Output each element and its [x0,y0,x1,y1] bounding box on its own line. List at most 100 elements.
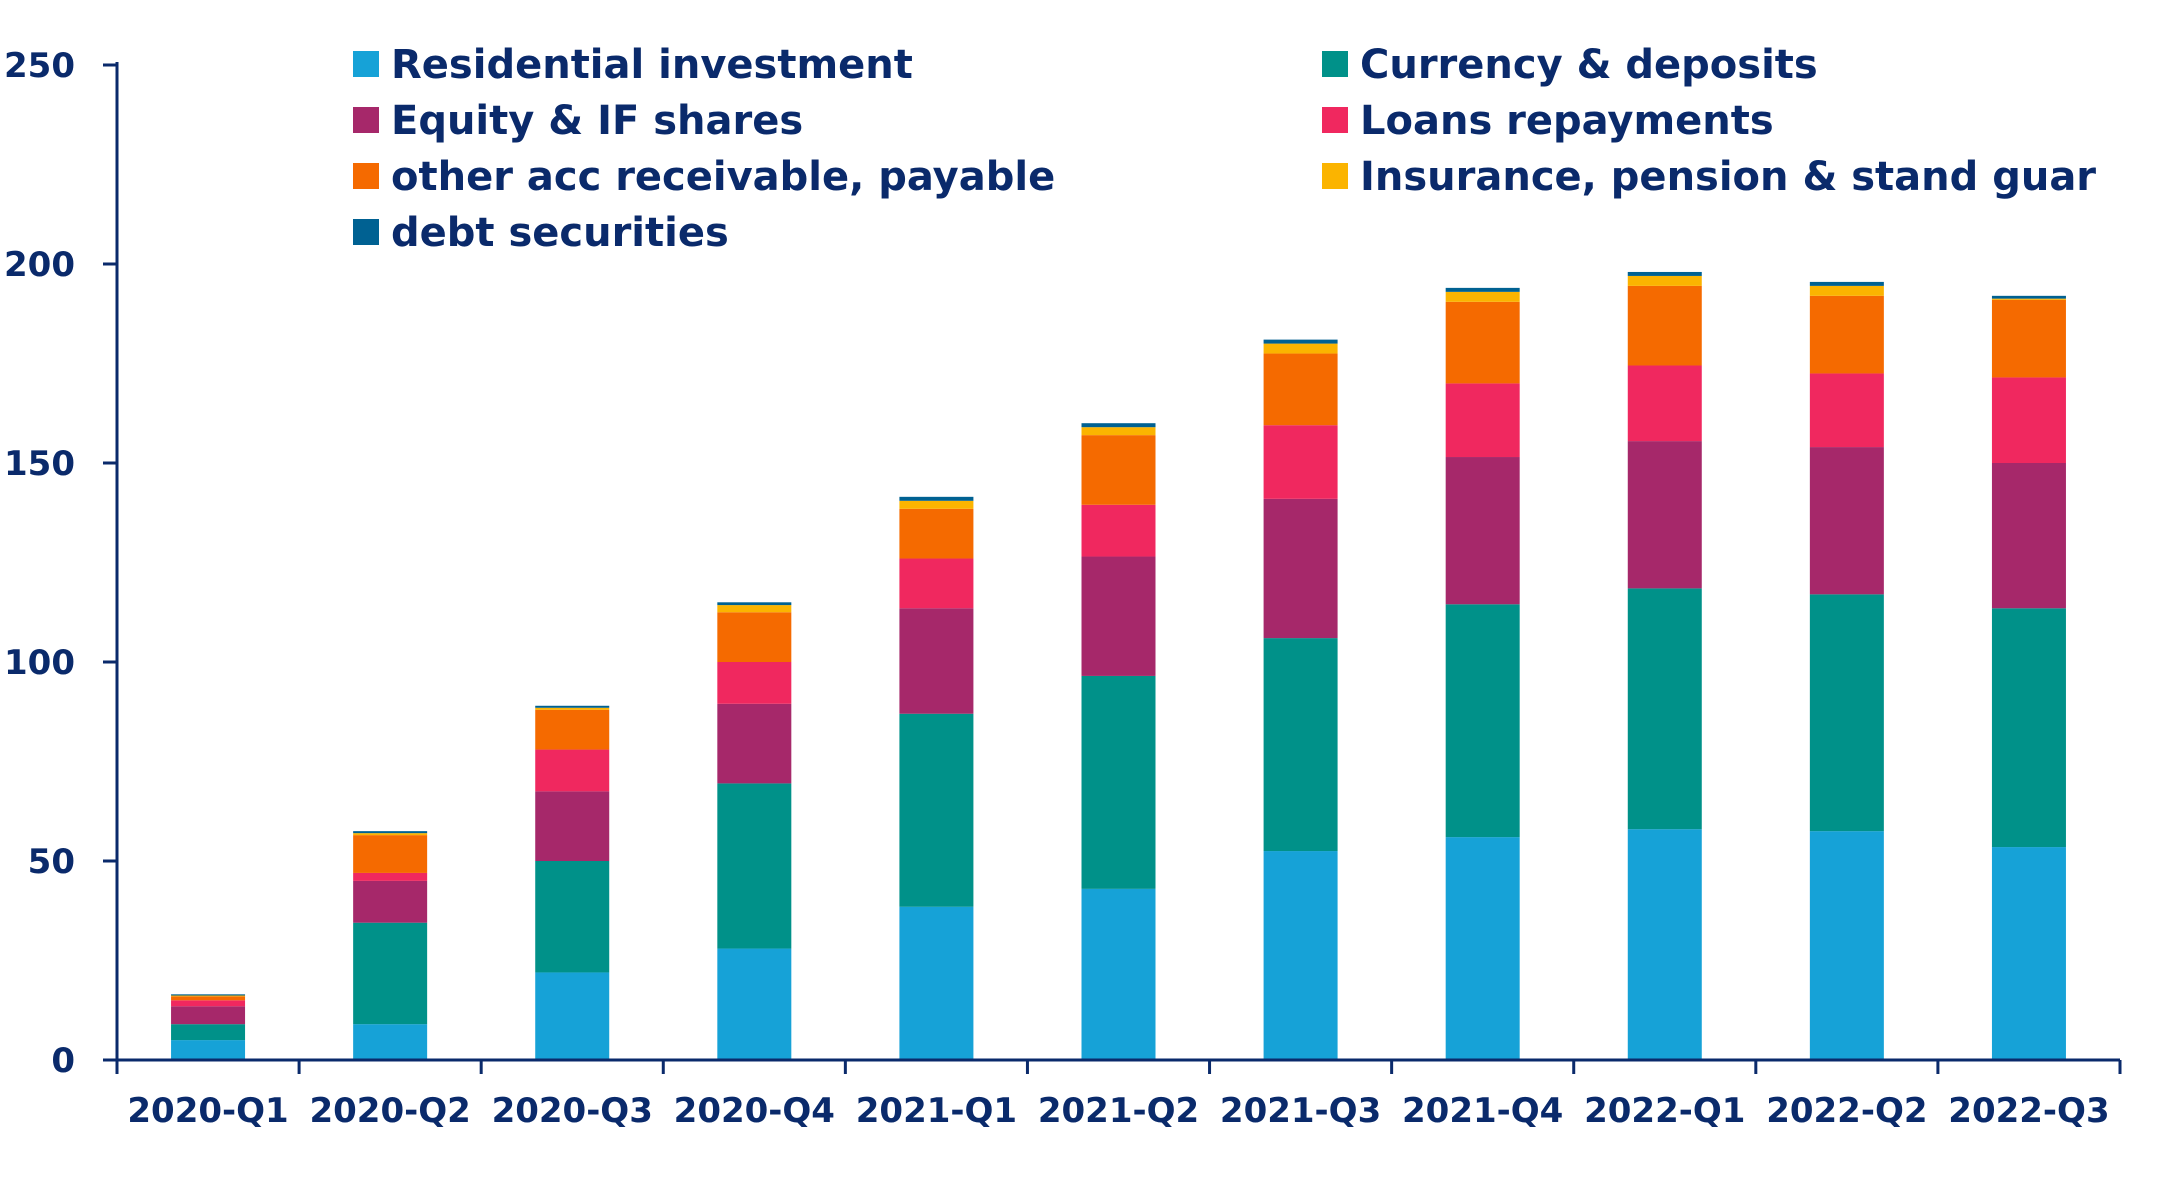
bar-segment-2020-Q1-series-5 [171,995,246,997]
bar-segment-2022-Q3-series-4 [1991,299,2066,378]
bar-segment-2021-Q4-series-1 [1445,604,1520,838]
bar-segment-2021-Q2-series-0 [1081,888,1156,1060]
bar-segment-2020-Q4-series-1 [717,783,792,949]
bar-segment-2021-Q4-series-2 [1445,457,1520,605]
legend-label-5: Insurance, pension & stand guar [1360,154,2096,200]
bar-segment-2021-Q1-series-1 [899,713,974,907]
bar-segment-2020-Q1-series-3 [171,1000,246,1007]
bar-segment-2020-Q3-series-2 [535,791,610,861]
bar-segment-2021-Q2-series-2 [1081,556,1156,676]
bar-segment-2022-Q3-series-5 [1991,298,2066,300]
bar-segment-2020-Q3-series-0 [535,972,610,1060]
bar-segment-2020-Q2-series-2 [353,880,428,923]
bar-segment-2021-Q3-series-1 [1263,638,1338,852]
bar-segment-2022-Q3-series-3 [1991,377,2066,463]
bar-segment-2021-Q2-series-1 [1081,675,1156,889]
bar-segment-2020-Q4-series-2 [717,703,792,784]
legend-swatch-1 [1322,51,1348,77]
legend-swatch-0 [353,51,379,77]
legend-swatch-5 [1322,163,1348,189]
bar-segment-2021-Q1-series-5 [899,500,974,509]
y-tick-label-200: 200 [4,245,75,285]
bar-segment-2022-Q3-series-1 [1991,608,2066,848]
bar-segment-2022-Q2-series-4 [1809,295,1884,374]
legend-swatch-4 [353,163,379,189]
bar-segment-2021-Q1-series-6 [899,496,974,501]
bar-segment-2020-Q4-series-3 [717,662,792,704]
bar-segment-2021-Q4-series-3 [1445,383,1520,458]
legend-swatch-2 [353,107,379,133]
bar-segment-2022-Q1-series-5 [1627,275,1702,286]
legend-label-6: debt securities [391,210,729,256]
bar-segment-2021-Q2-series-5 [1081,427,1156,436]
bar-segment-2020-Q2-series-5 [353,833,428,836]
x-tick-label-2021-Q2: 2021-Q2 [1038,1091,1199,1131]
bar-segment-2022-Q1-series-3 [1627,365,1702,442]
bar-segment-2020-Q2-series-0 [353,1024,428,1060]
axes-layer: 0 50 100 150 200 250 2020-Q1 2020-Q2 2020-Q3 2020… [4,46,2122,1131]
legend: Residential investment Currency & deposit… [353,42,2096,256]
bar-segment-2022-Q2-series-2 [1809,447,1884,595]
bar-segment-2021-Q3-series-2 [1263,498,1338,639]
bar-segment-2020-Q1-series-2 [171,1006,246,1025]
bar-segment-2020-Q2-series-4 [353,835,428,873]
bar-segment-2021-Q1-series-4 [899,508,974,559]
bar-segment-2020-Q3-series-4 [535,709,610,750]
bar-segment-2022-Q2-series-3 [1809,373,1884,448]
bar-segment-2022-Q2-series-5 [1809,285,1884,296]
y-tick-label-0: 0 [51,1041,75,1081]
bar-segment-2021-Q3-series-4 [1263,353,1338,426]
bar-segment-2020-Q3-series-3 [535,749,610,792]
x-tick-label-2022-Q3: 2022-Q3 [1948,1091,2109,1131]
bar-segment-2022-Q3-series-2 [1991,463,2066,609]
legend-swatch-6 [353,219,379,245]
bar-segment-2021-Q3-series-6 [1263,339,1338,344]
legend-label-2: Equity & IF shares [391,98,803,144]
bar-segment-2022-Q3-series-0 [1991,847,2066,1060]
bar-segment-2022-Q1-series-4 [1627,285,1702,366]
bar-segment-2020-Q4-series-0 [717,948,792,1060]
legend-swatch-3 [1322,107,1348,133]
x-tick-label-2021-Q1: 2021-Q1 [856,1091,1017,1131]
bar-segment-2020-Q1-series-1 [171,1024,246,1041]
bar-segment-2021-Q3-series-3 [1263,425,1338,499]
bar-segment-2021-Q2-series-4 [1081,435,1156,505]
bar-segment-2020-Q4-series-5 [717,605,792,613]
bar-segment-2021-Q4-series-0 [1445,837,1520,1060]
bar-segment-2020-Q3-series-5 [535,707,610,710]
bars-layer [171,271,2066,1060]
x-tick-label-2020-Q3: 2020-Q3 [492,1091,653,1131]
x-tick-label-2022-Q2: 2022-Q2 [1766,1091,1927,1131]
bar-segment-2022-Q1-series-1 [1627,588,1702,830]
bar-segment-2021-Q4-series-4 [1445,301,1520,384]
bar-segment-2022-Q2-series-6 [1809,281,1884,286]
bar-segment-2022-Q1-series-0 [1627,829,1702,1060]
y-tick-label-250: 250 [4,46,75,86]
bar-segment-2020-Q3-series-1 [535,861,610,973]
legend-label-1: Currency & deposits [1360,42,1818,88]
bar-segment-2020-Q2-series-1 [353,922,428,1025]
bar-segment-2021-Q3-series-5 [1263,343,1338,354]
bar-segment-2021-Q3-series-0 [1263,851,1338,1060]
bar-segment-2022-Q2-series-0 [1809,831,1884,1060]
bar-segment-2020-Q3-series-6 [535,705,610,708]
bar-segment-2020-Q1-series-6 [171,994,246,996]
legend-label-0: Residential investment [391,42,913,88]
bar-segment-2021-Q4-series-5 [1445,291,1520,302]
x-tick-label-2020-Q4: 2020-Q4 [674,1091,835,1131]
bar-segment-2022-Q1-series-6 [1627,271,1702,276]
bar-segment-2020-Q1-series-0 [171,1040,246,1060]
bar-segment-2022-Q1-series-2 [1627,441,1702,589]
bar-segment-2020-Q4-series-6 [717,602,792,606]
bar-segment-2021-Q1-series-2 [899,608,974,714]
bar-segment-2020-Q1-series-4 [171,996,246,1001]
x-tick-label-2022-Q1: 2022-Q1 [1584,1091,1745,1131]
x-tick-label-2021-Q3: 2021-Q3 [1220,1091,1381,1131]
bar-segment-2021-Q2-series-3 [1081,504,1156,557]
y-tick-label-150: 150 [4,444,75,484]
y-tick-label-100: 100 [4,643,75,683]
bar-segment-2021-Q1-series-3 [899,558,974,609]
y-tick-label-50: 50 [28,842,75,882]
x-tick-label-2020-Q2: 2020-Q2 [309,1091,470,1131]
